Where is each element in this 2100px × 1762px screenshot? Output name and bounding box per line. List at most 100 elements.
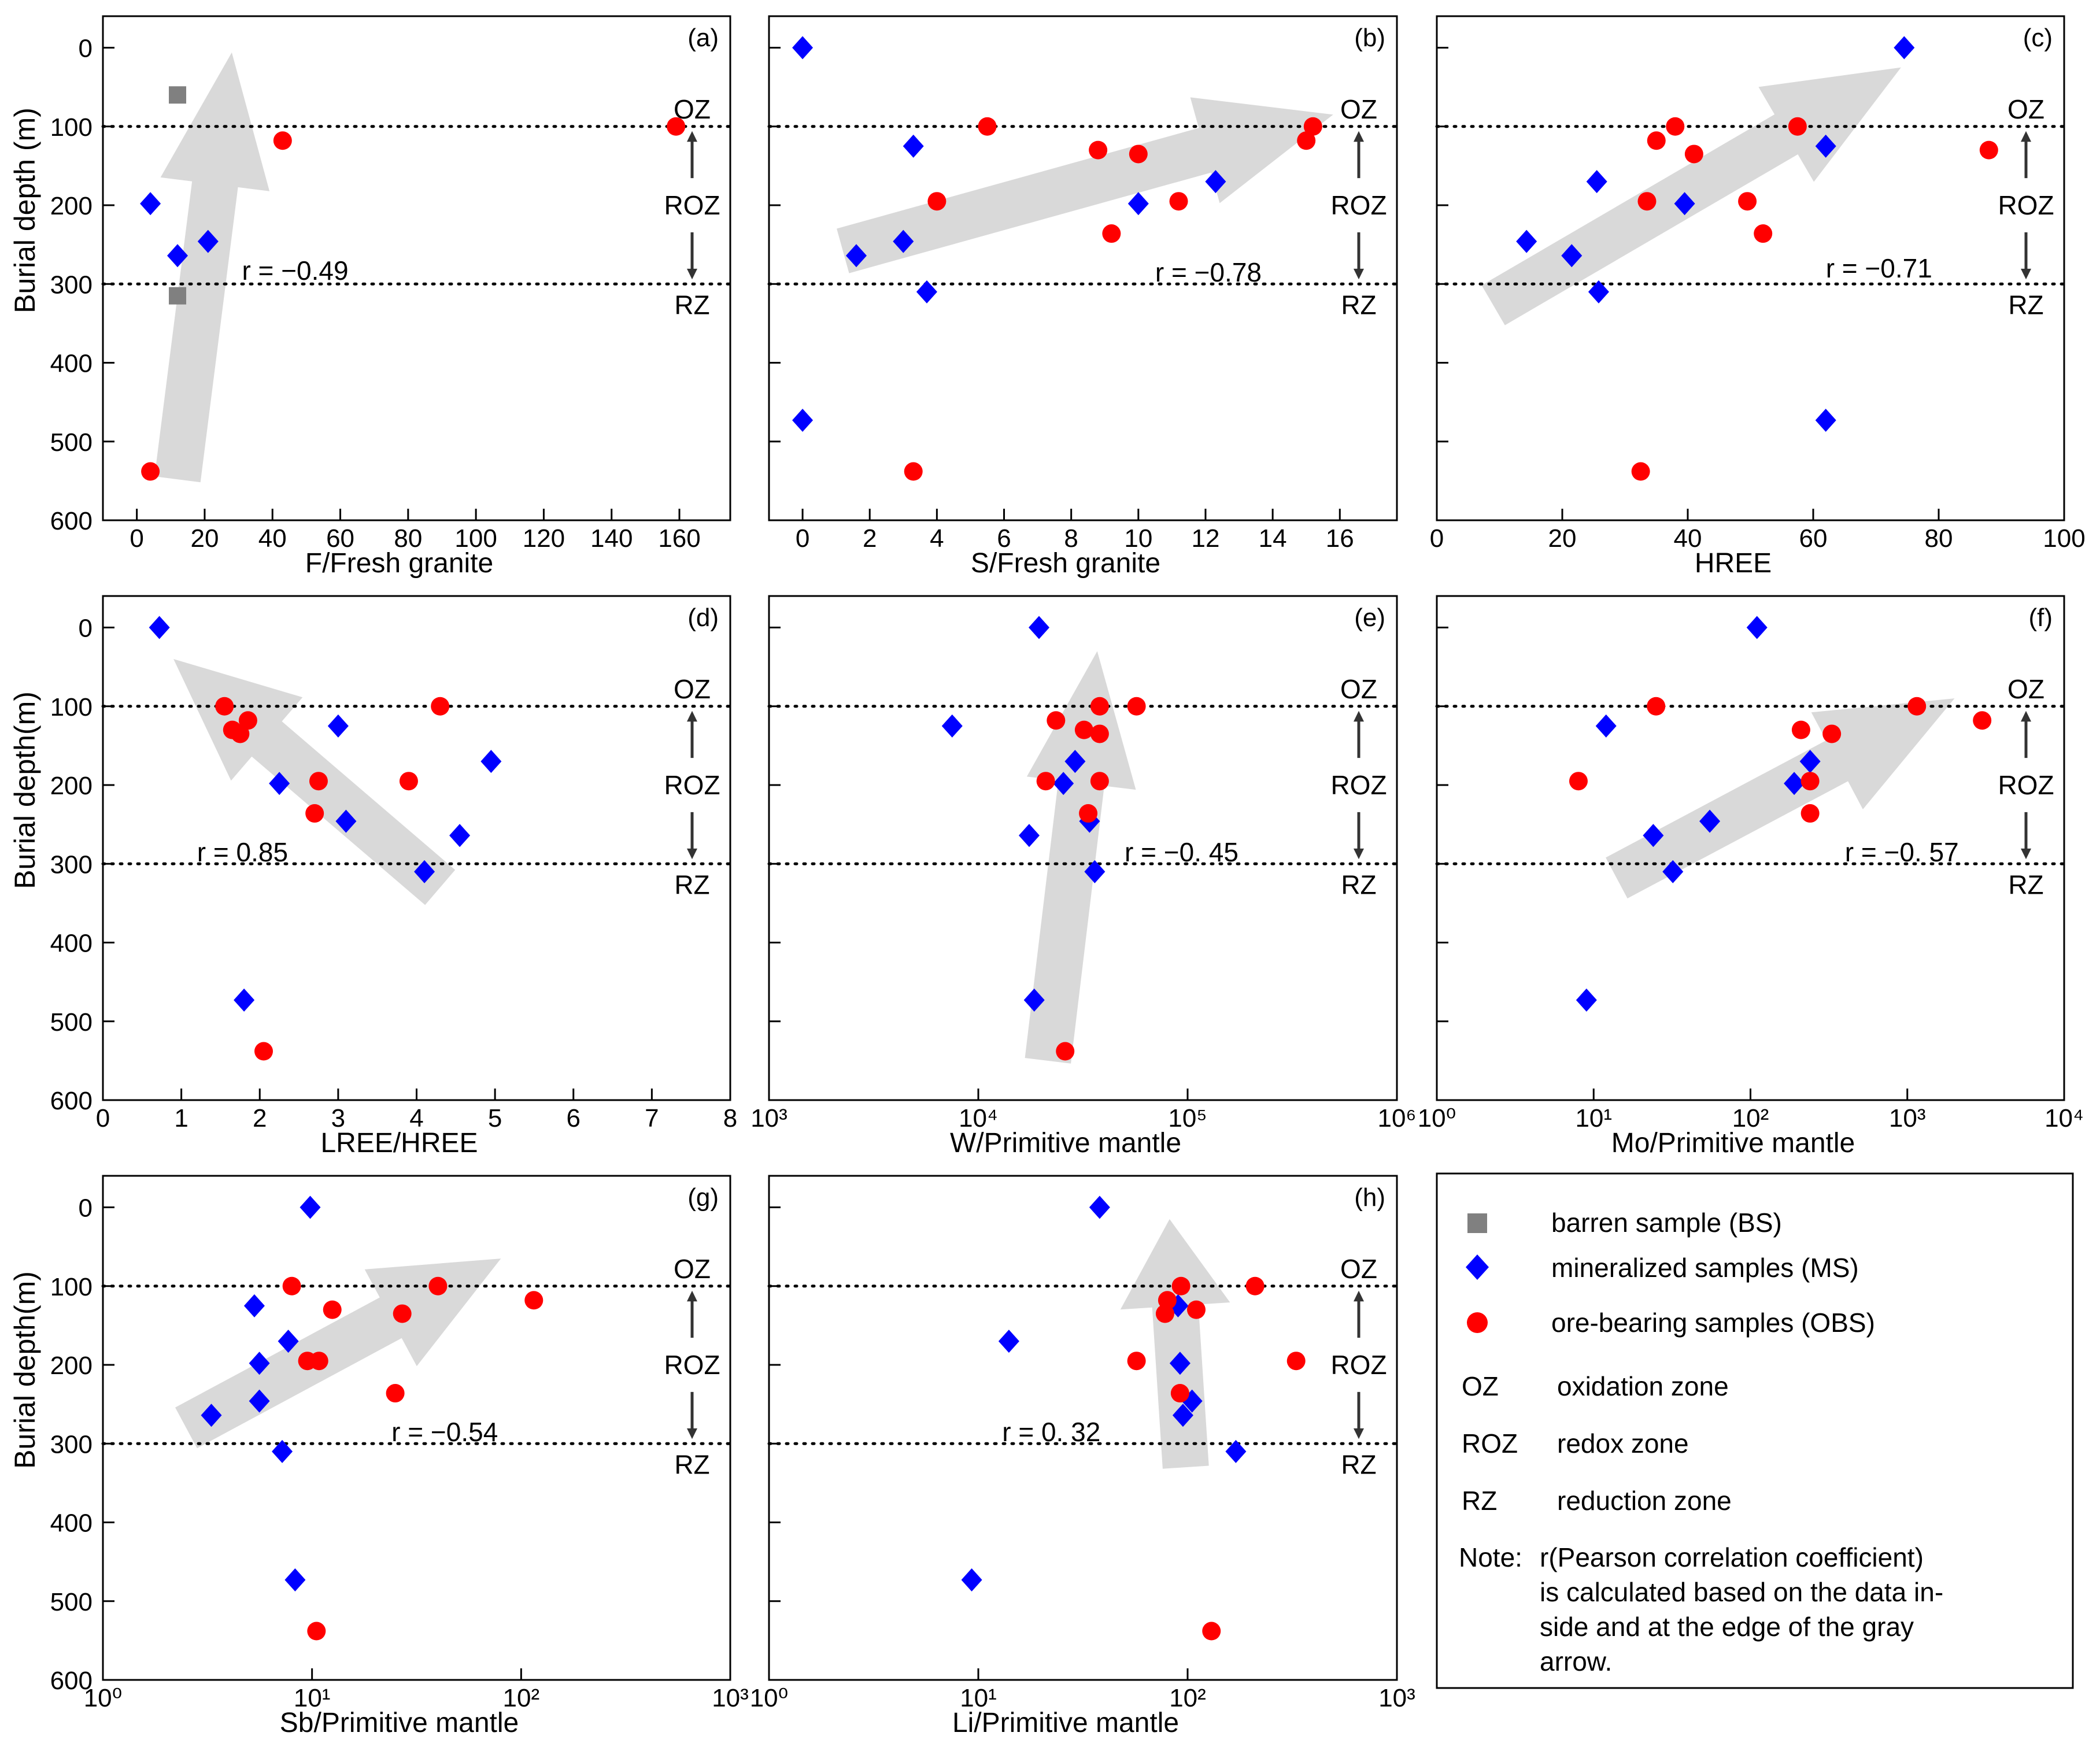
panel-label-f: (f) — [2028, 604, 2053, 632]
circle-point-h-5 — [1155, 1304, 1174, 1323]
x-axis-label-g: Sb/Primitive mantle — [280, 1708, 519, 1738]
zone-arrowhead-down-c — [2021, 268, 2031, 280]
x-tick-label-g-1: 10¹ — [294, 1684, 331, 1712]
circle-point-b-6 — [927, 192, 947, 211]
circle-point-e-6 — [1036, 772, 1055, 791]
x-tick-label-b-2: 4 — [930, 524, 944, 553]
panel-label-g: (g) — [687, 1183, 719, 1212]
y-tick-label-a-200: 200 — [50, 192, 93, 220]
zone-arrowhead-up-d — [687, 710, 697, 722]
diamond-point-a-2 — [167, 244, 188, 268]
legend-note-line-4: arrow. — [1540, 1646, 1612, 1676]
diamond-point-g-6 — [201, 1404, 222, 1427]
diamond-point-e-7 — [1084, 860, 1106, 883]
diamond-point-b-8 — [792, 408, 814, 432]
circle-point-h-4 — [1186, 1300, 1206, 1319]
diamond-point-h-7 — [1225, 1439, 1247, 1463]
legend-note-line-2: is calculated based on the data in- — [1540, 1577, 1943, 1607]
zone-arrowhead-down-g — [687, 1428, 697, 1439]
x-axis-label-c: HREE — [1695, 548, 1772, 579]
diamond-point-e-2 — [941, 714, 963, 738]
legend-roz-desc: redox zone — [1557, 1428, 1689, 1459]
circle-point-g-3 — [524, 1291, 544, 1310]
zone-arrowhead-down-h — [1354, 1428, 1364, 1439]
x-tick-label-b-0: 0 — [796, 524, 809, 553]
diamond-point-b-3 — [1205, 170, 1226, 194]
diamond-point-d-5 — [335, 809, 357, 833]
zone-label-rz-b: RZ — [1341, 290, 1376, 320]
x-tick-label-d-6: 6 — [567, 1104, 581, 1132]
circle-point-e-8 — [1079, 804, 1098, 823]
diamond-point-d-3 — [480, 750, 502, 773]
circle-point-h-1 — [1171, 1276, 1191, 1295]
y-tick-label-d-200: 200 — [50, 772, 93, 800]
circle-point-h-2 — [1245, 1276, 1265, 1295]
x-tick-label-h-3: 10³ — [1378, 1684, 1415, 1712]
x-tick-label-f-2: 10² — [1732, 1104, 1769, 1132]
circle-point-e-4 — [1074, 720, 1093, 739]
legend-oz-abbr: OZ — [1462, 1371, 1499, 1401]
diamond-point-h-5 — [1181, 1389, 1203, 1413]
panel-label-b: (b) — [1354, 24, 1385, 52]
plot-frame-g — [102, 1175, 731, 1681]
square-point-a-1 — [169, 86, 187, 104]
x-tick-label-f-4: 10⁴ — [2044, 1104, 2084, 1132]
x-tick-label-c-1: 20 — [1548, 524, 1577, 553]
x-tick-label-a-0: 0 — [130, 524, 143, 553]
zone-label-oz-e: OZ — [1340, 674, 1377, 704]
y-tick-label-a-400: 400 — [50, 350, 93, 378]
legend-oz-desc: oxidation zone — [1557, 1371, 1729, 1401]
r-label-d: r = 0.85 — [197, 837, 288, 867]
x-tick-label-d-0: 0 — [96, 1104, 110, 1132]
legend-note-line-3: side and at the edge of the gray — [1540, 1612, 1914, 1642]
y-tick-label-g-500: 500 — [50, 1588, 93, 1616]
x-tick-label-b-8: 16 — [1326, 524, 1354, 553]
y-axis-label-a: Burial depth (m) — [9, 108, 41, 313]
legend-note-label: Note: — [1459, 1542, 1522, 1572]
diamond-point-g-1 — [300, 1195, 321, 1219]
diamond-point-b-2 — [903, 134, 924, 158]
circle-point-e-3 — [1047, 711, 1066, 730]
x-tick-label-b-5: 10 — [1124, 524, 1152, 553]
diamond-point-d-4 — [269, 772, 290, 795]
y-tick-label-g-600: 600 — [50, 1667, 93, 1695]
y-tick-label-g-300: 300 — [50, 1430, 93, 1459]
circle-point-f-6 — [1569, 772, 1588, 791]
zone-label-roz-d: ROZ — [664, 770, 720, 800]
zone-label-roz-c: ROZ — [1998, 190, 2054, 220]
zone-arrowhead-down-e — [1354, 848, 1364, 860]
diamond-point-b-1 — [792, 36, 814, 60]
circle-point-d-5 — [231, 724, 250, 743]
x-axis-label-e: W/Primitive mantle — [950, 1128, 1181, 1158]
diamond-point-f-3 — [1799, 750, 1821, 773]
zone-label-rz-g: RZ — [674, 1449, 709, 1479]
circle-point-d-3 — [238, 711, 257, 730]
circle-point-h-8 — [1170, 1384, 1189, 1403]
zone-label-roz-e: ROZ — [1330, 770, 1387, 800]
circle-point-e-1 — [1090, 697, 1109, 716]
zone-arrowhead-down-d — [687, 848, 697, 860]
zone-label-roz-h: ROZ — [1330, 1350, 1387, 1380]
trend-arrow-e — [1025, 651, 1136, 1064]
r-label-b: r = −0.78 — [1155, 257, 1262, 287]
circle-point-d-2 — [431, 697, 450, 716]
zone-arrowhead-up-a — [687, 131, 697, 142]
circle-point-c-5 — [1684, 145, 1703, 164]
zone-label-roz-g: ROZ — [664, 1350, 720, 1380]
circle-point-f-7 — [1800, 772, 1820, 791]
r-label-g: r = −0.54 — [391, 1417, 498, 1447]
diamond-point-h-6 — [1172, 1404, 1193, 1427]
diamond-point-c-6 — [1561, 244, 1583, 268]
diamond-point-h-8 — [961, 1568, 982, 1591]
y-tick-label-d-100: 100 — [50, 693, 93, 721]
diamond-point-d-8 — [234, 988, 255, 1012]
x-tick-label-b-7: 14 — [1259, 524, 1287, 553]
y-tick-label-d-600: 600 — [50, 1087, 93, 1115]
circle-point-b-3 — [1297, 131, 1316, 150]
circle-point-a-2 — [667, 117, 686, 136]
zone-arrowhead-up-c — [2021, 131, 2031, 142]
y-tick-label-a-100: 100 — [50, 113, 93, 142]
zone-arrowhead-up-h — [1354, 1290, 1364, 1302]
diamond-point-e-6 — [1018, 824, 1040, 847]
circle-point-g-1 — [282, 1276, 301, 1295]
